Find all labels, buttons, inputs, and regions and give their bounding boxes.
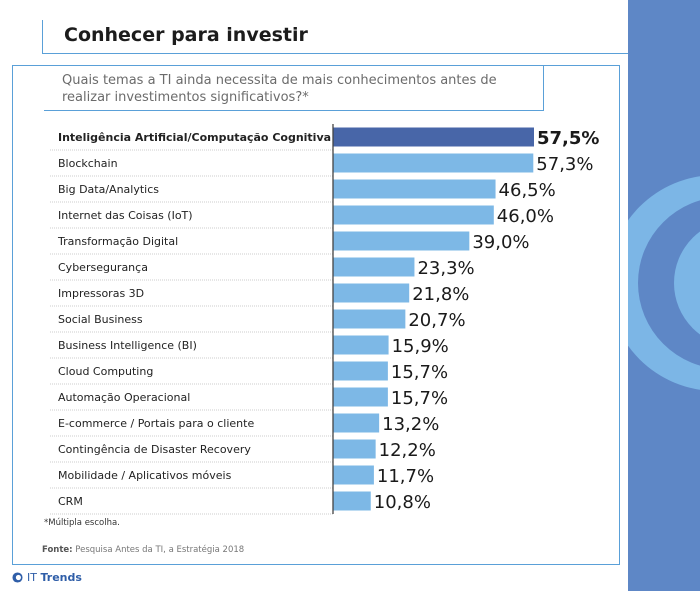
value-label: 20,7%: [408, 310, 465, 331]
value-label: 46,5%: [499, 180, 556, 201]
value-label: 23,3%: [417, 258, 474, 279]
category-label: Business Intelligence (BI): [58, 339, 197, 352]
category-label: Internet das Coisas (IoT): [58, 209, 193, 222]
bar: [333, 439, 376, 459]
category-label: Mobilidade / Aplicativos móveis: [58, 469, 232, 482]
bar: [333, 283, 410, 303]
bar: [333, 335, 389, 355]
bar: [333, 205, 494, 225]
question-frame: [44, 65, 544, 111]
bar: [333, 387, 388, 407]
category-label: Automação Operacional: [58, 391, 190, 404]
value-label: 10,8%: [374, 492, 431, 513]
value-label: 13,2%: [382, 414, 439, 435]
category-label: Social Business: [58, 313, 143, 326]
bar: [333, 231, 470, 251]
value-label: 21,8%: [412, 284, 469, 305]
side-decoration-panel: [628, 0, 700, 591]
category-label: Cybersegurança: [58, 261, 148, 274]
source-text: Pesquisa Antes da TI, a Estratégia 2018: [75, 545, 245, 555]
bar: [333, 127, 534, 147]
brand-prefix: IT: [27, 571, 37, 584]
source-note: Fonte: Pesquisa Antes da TI, a Estratégi…: [42, 545, 244, 555]
bar-chart: Inteligência Artificial/Computação Cogni…: [50, 124, 599, 515]
bar: [333, 413, 380, 433]
brand-name: Trends: [40, 571, 82, 584]
category-label: Impressoras 3D: [58, 287, 144, 300]
value-label: 12,2%: [379, 440, 436, 461]
bar: [333, 309, 406, 329]
brand-logo: IT Trends: [12, 571, 82, 584]
value-label: 15,9%: [392, 336, 449, 357]
value-label: 15,7%: [391, 362, 448, 383]
bar: [333, 491, 371, 511]
bar: [333, 465, 374, 485]
category-label: Blockchain: [58, 157, 118, 170]
bar: [333, 153, 534, 173]
chart-question: Quais temas a TI ainda necessita de mais…: [62, 73, 497, 105]
it-trends-logo-icon: [12, 572, 23, 583]
bar: [333, 179, 496, 199]
value-label: 11,7%: [377, 466, 434, 487]
value-label: 15,7%: [391, 388, 448, 409]
title-frame: [42, 20, 628, 54]
bar: [333, 257, 415, 277]
value-label: 57,5%: [537, 128, 599, 149]
value-label: 39,0%: [472, 232, 529, 253]
category-label: Cloud Computing: [58, 365, 153, 378]
source-label: Fonte:: [42, 545, 73, 555]
category-label: Transformação Digital: [57, 235, 178, 248]
bar: [333, 361, 388, 381]
value-label: 57,3%: [536, 154, 593, 175]
footnote: *Múltipla escolha.: [44, 518, 120, 528]
chart-frame: [12, 65, 620, 565]
value-label: 46,0%: [497, 206, 554, 227]
swirl-decoration-icon: [628, 176, 700, 390]
category-label: Inteligência Artificial/Computação Cogni…: [58, 131, 331, 144]
category-label: CRM: [58, 495, 83, 508]
category-label: Contingência de Disaster Recovery: [58, 443, 251, 456]
category-label: E-commerce / Portais para o cliente: [58, 417, 254, 430]
page-title: Conhecer para investir: [64, 24, 308, 46]
category-label: Big Data/Analytics: [58, 183, 159, 196]
